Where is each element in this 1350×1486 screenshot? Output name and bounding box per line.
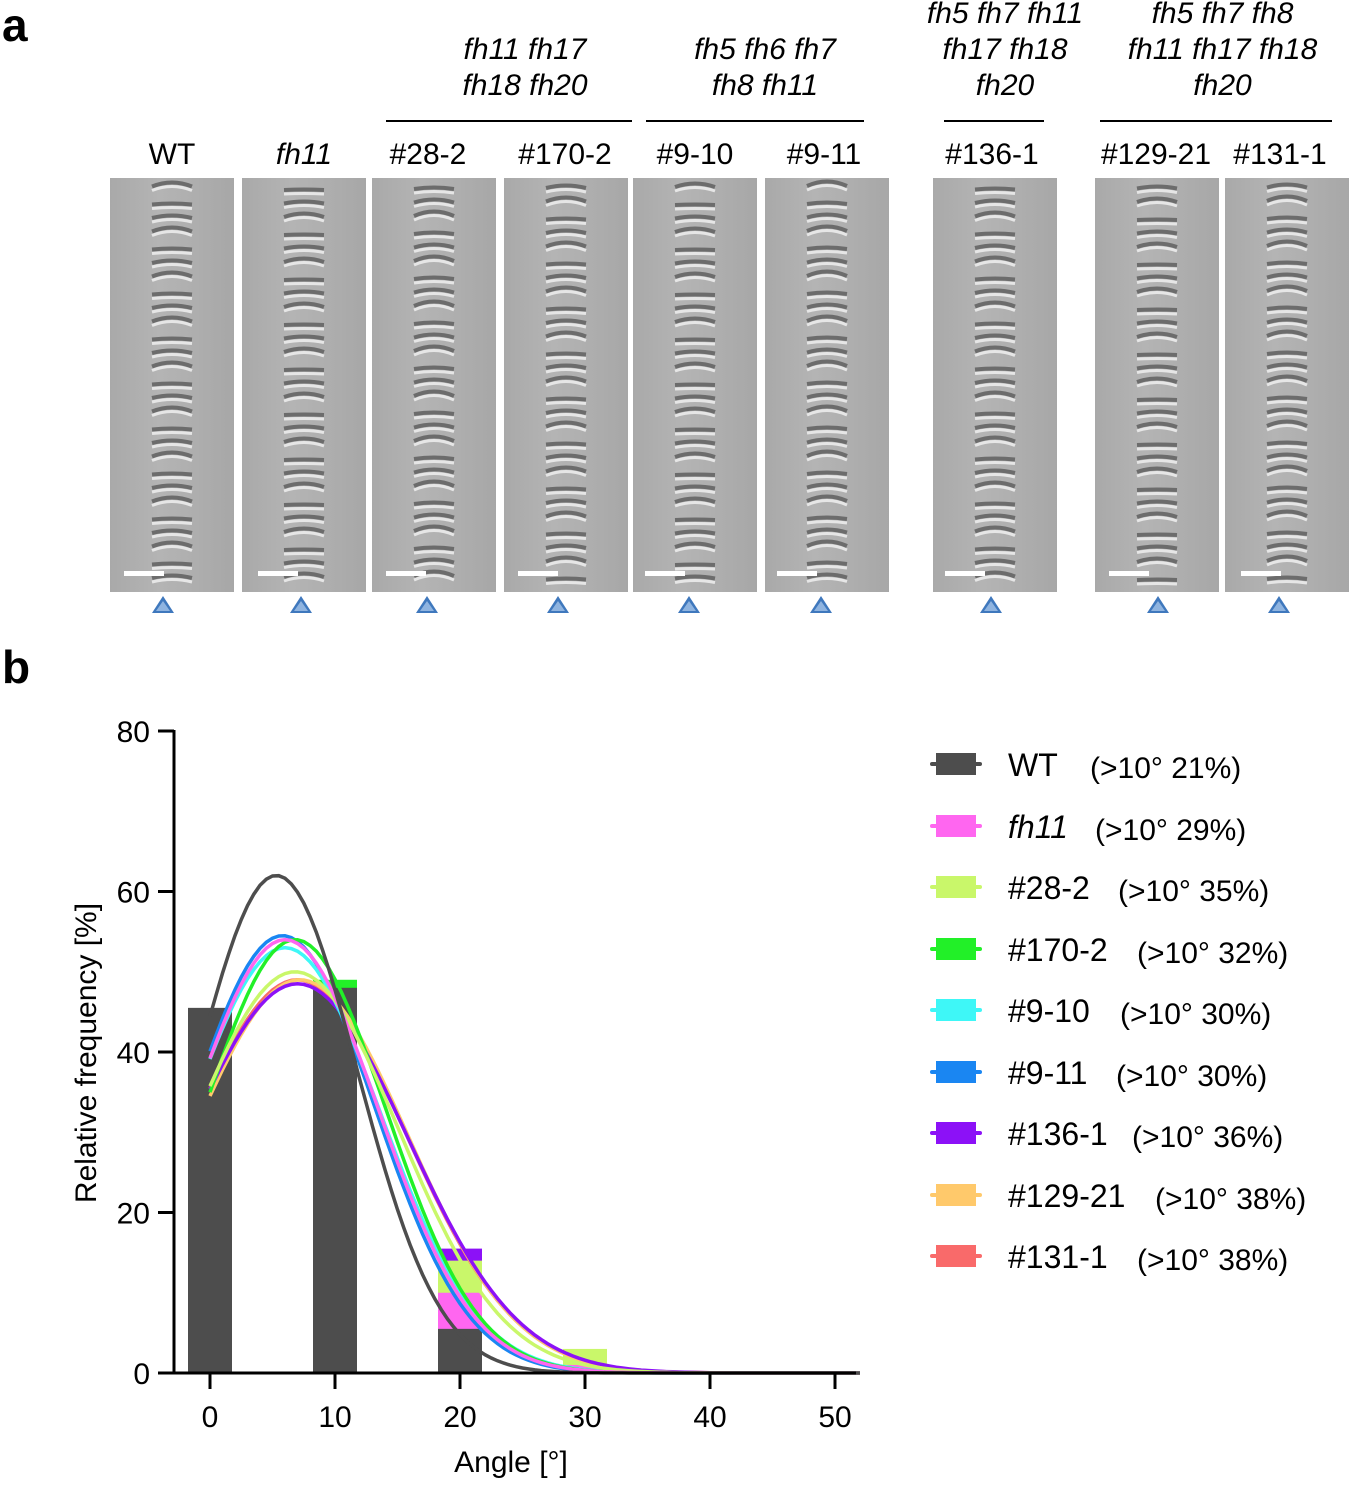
micrograph-131-1 — [1225, 178, 1349, 592]
legend-percentage: (>10° 30%) — [1120, 998, 1272, 1031]
group-label-quadruple: fh11 fh17 fh18 fh20 — [462, 33, 588, 102]
legend-percentage: (>10° 35%) — [1118, 875, 1270, 908]
micrograph-28-2 — [372, 178, 496, 592]
fit-curve-fh11 — [208, 937, 860, 1375]
arrowhead-131-1 — [1268, 596, 1290, 613]
group-line-quadruple — [386, 120, 632, 122]
x-tick-label-30: 30 — [568, 1401, 601, 1434]
column-label-129-21: #129-21 — [1100, 138, 1212, 171]
legend-line — [930, 762, 982, 766]
column-label-wt: WT — [148, 138, 196, 171]
y-tick-label-40: 40 — [117, 1037, 150, 1070]
y-axis-label: Relative frequency [%] — [70, 903, 103, 1203]
column-label-9-11: #9-11 — [786, 138, 862, 171]
legend-percentage: (>10° 21%) — [1090, 752, 1242, 785]
micrograph-9-11 — [765, 178, 889, 592]
group-label-septuple: fh5 fh7 fh8 fh11 fh17 fh18 fh20 — [1127, 0, 1318, 102]
panel-b-letter: b — [2, 641, 31, 693]
y-tick-label-20: 20 — [117, 1198, 150, 1231]
legend-line — [930, 885, 982, 889]
legend-name: #129-21 — [1008, 1177, 1126, 1214]
x-tick-label-40: 40 — [693, 1401, 726, 1434]
micrograph-fh11 — [242, 178, 366, 592]
column-label-170-2: #170-2 — [518, 138, 612, 171]
legend-percentage: (>10° 32%) — [1137, 936, 1289, 970]
legend-percentage: (>10° 30%) — [1116, 1059, 1268, 1093]
fit-curve-170-2 — [208, 938, 860, 1375]
legend-line — [930, 946, 982, 951]
micrograph-136-1 — [933, 178, 1057, 592]
group-line-septuple — [1100, 120, 1332, 122]
legend-line — [930, 1008, 982, 1012]
x-tick-label-0: 0 — [202, 1401, 219, 1434]
group-line-sextuple — [944, 120, 1044, 122]
column-label-fh11: fh11 — [275, 138, 333, 171]
x-tick-label-50: 50 — [818, 1401, 851, 1434]
fit-curve-9-11 — [208, 934, 860, 1375]
fit-curve-9-10 — [208, 945, 860, 1375]
fit-curve-28-2 — [208, 970, 860, 1375]
arrowhead-wt — [152, 596, 174, 613]
legend-line — [930, 1254, 982, 1258]
micrograph-170-2 — [504, 178, 628, 592]
legend-percentage: (>10° 36%) — [1132, 1121, 1284, 1154]
x-axis-label: Angle [°] — [454, 1446, 568, 1479]
legend-name: fh11 — [1008, 808, 1068, 845]
column-label-131-1: #131-1 — [1233, 138, 1327, 171]
legend-percentage: (>10° 29%) — [1095, 813, 1247, 847]
group-label-sextuple: fh5 fh7 fh11 fh17 fh18 fh20 — [926, 0, 1084, 102]
micrograph-wt — [110, 178, 234, 592]
legend-name: #131-1 — [1008, 1239, 1108, 1275]
fit-curve-136-1 — [208, 982, 860, 1375]
group-line-quintuple — [646, 120, 864, 122]
column-label-136-1: #136-1 — [945, 138, 1039, 171]
arrowhead-28-2 — [416, 596, 438, 613]
legend-line — [930, 1131, 982, 1135]
legend-percentage: (>10° 38%) — [1137, 1244, 1289, 1277]
legend-percentage: (>10° 38%) — [1155, 1182, 1307, 1216]
x-tick-label-10: 10 — [318, 1401, 351, 1434]
arrowhead-129-21 — [1147, 596, 1169, 613]
y-tick-label-0: 0 — [133, 1358, 150, 1391]
bar-WT-10 — [313, 987, 357, 1373]
y-tick-label-60: 60 — [117, 877, 150, 910]
histogram-chart: 0 20 40 60 80 0 10 20 30 40 50 Relative frequency … — [70, 716, 860, 1479]
fit-curve-131-1 — [208, 978, 860, 1375]
fit-curve-129-21 — [208, 978, 860, 1375]
legend-name: WT — [1008, 747, 1058, 783]
y-tick-label-80: 80 — [117, 716, 150, 749]
micrograph-129-21 — [1095, 178, 1219, 592]
legend-name: #28-2 — [1008, 870, 1090, 906]
micrograph-9-10 — [633, 178, 757, 592]
legend-name: #9-10 — [1008, 993, 1090, 1029]
arrowhead-136-1 — [980, 596, 1002, 613]
legend-name: #136-1 — [1008, 1116, 1108, 1152]
group-label-quintuple: fh5 fh6 fh7 fh8 fh11 — [694, 33, 836, 102]
arrowhead-9-11 — [810, 596, 832, 613]
legend-line — [930, 823, 982, 828]
arrowhead-170-2 — [547, 596, 569, 613]
arrowhead-fh11 — [290, 596, 312, 613]
panel-a-letter: a — [2, 0, 28, 51]
arrowhead-9-10 — [678, 596, 700, 613]
legend-name: #9-11 — [1008, 1054, 1088, 1091]
legend-line — [930, 1069, 982, 1074]
x-tick-label-20: 20 — [443, 1401, 476, 1434]
legend-line — [930, 1192, 982, 1197]
column-label-28-2: #28-2 — [389, 138, 467, 171]
column-label-9-10: #9-10 — [656, 138, 734, 171]
legend-name: #170-2 — [1008, 931, 1108, 968]
